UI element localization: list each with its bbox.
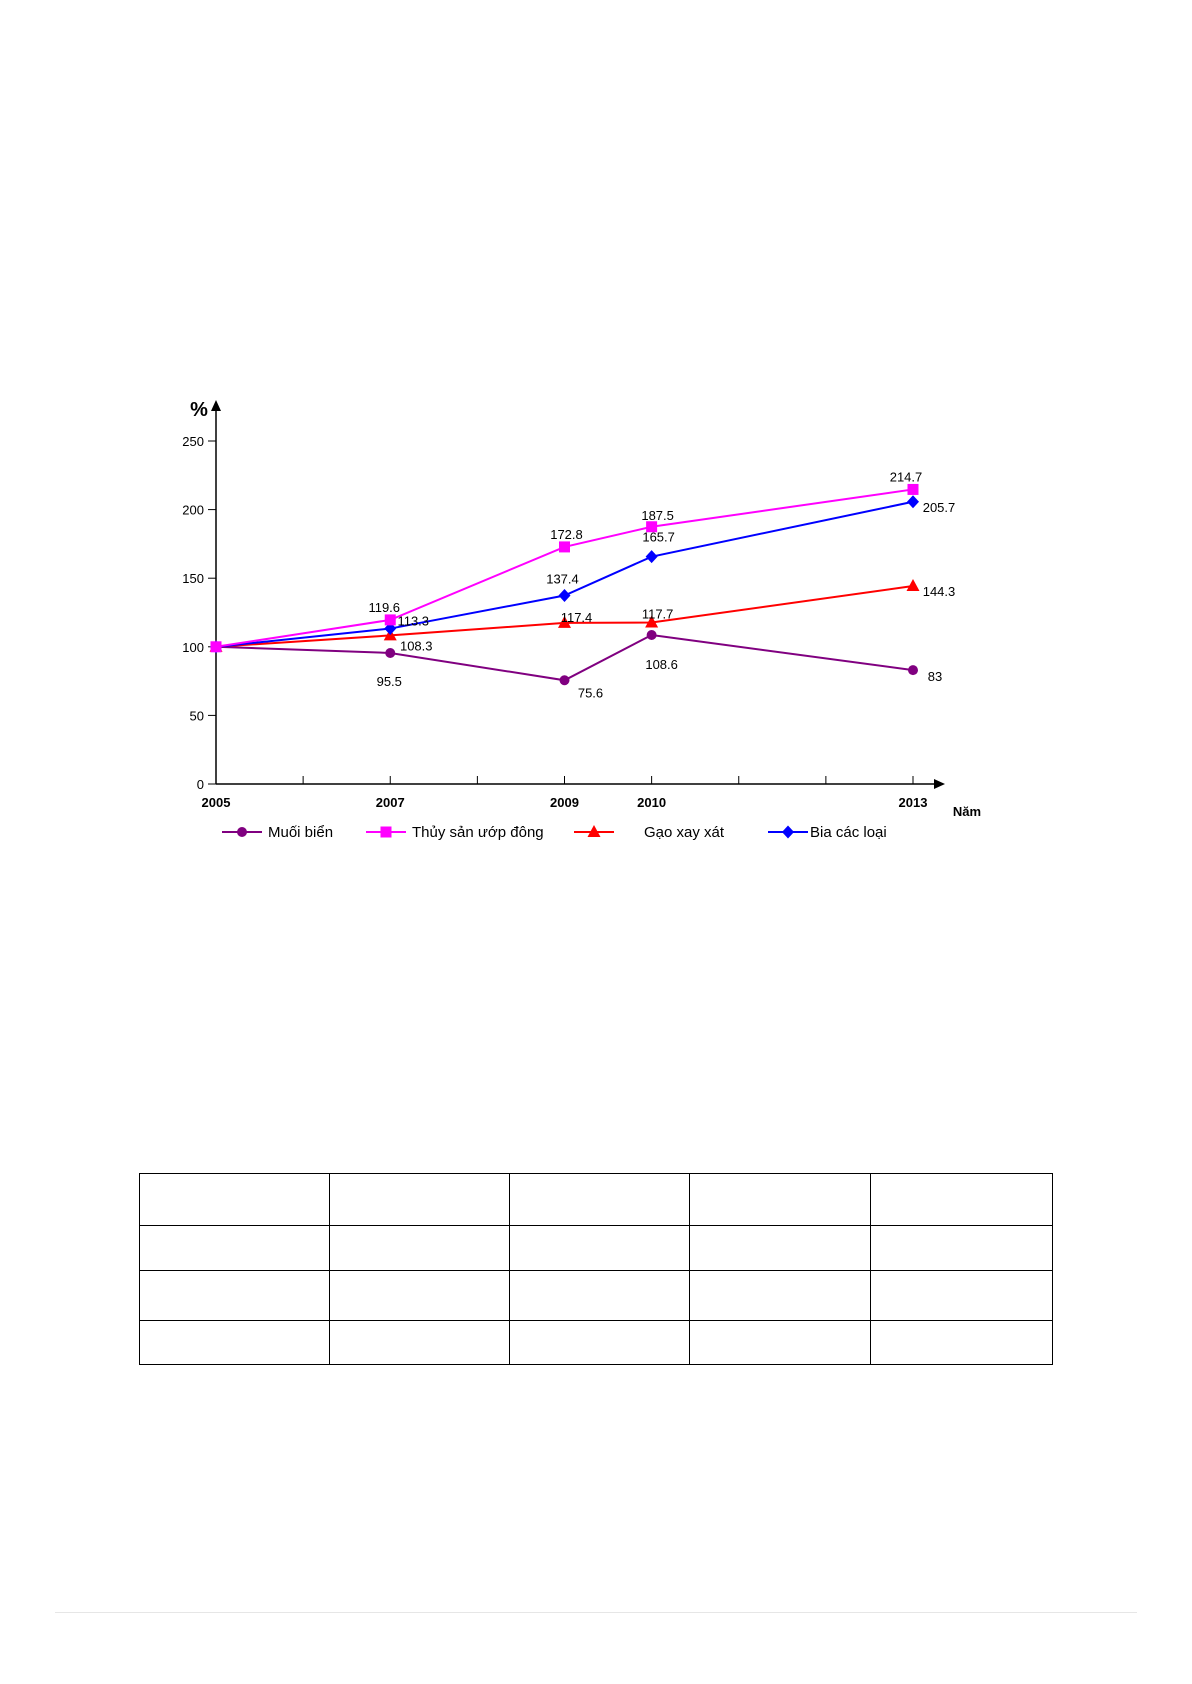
x-axis-arrow xyxy=(934,779,945,789)
data-label: 108.6 xyxy=(645,657,678,672)
x-axis-title: Năm xyxy=(953,804,981,819)
data-point xyxy=(645,615,659,628)
legend-label: Bia các loại xyxy=(810,824,887,841)
series-line xyxy=(215,633,914,682)
chart-legend: Muối biển Thủy sản ướp đông Gạo xay xát Bia… xyxy=(222,824,887,841)
data-label: 214.7 xyxy=(890,469,923,484)
y-tick-label: 0 xyxy=(197,777,204,792)
data-point xyxy=(906,579,920,592)
y-tick-label: 100 xyxy=(182,640,204,655)
data-point xyxy=(558,588,571,602)
empty-table xyxy=(139,1173,1053,1365)
chart-series xyxy=(209,483,920,686)
data-label: 205.7 xyxy=(923,500,956,515)
chart-axes: 0 50 100 150 200 250 2005 2007 2009 2010 2013% Năm xyxy=(182,399,981,819)
legend-marker xyxy=(237,827,247,837)
x-tick-label: 2005 xyxy=(202,795,231,810)
data-point xyxy=(385,647,396,658)
data-label: 95.5 xyxy=(377,674,402,689)
legend-label: Muối biển xyxy=(268,824,333,841)
legend-marker xyxy=(782,825,794,839)
data-point xyxy=(645,550,658,564)
y-tick-label: 200 xyxy=(182,503,204,518)
data-label: 117.4 xyxy=(561,610,593,625)
chart-data-labels: 95.5 75.6 108.6 83 119.6 172.8 187.5 214.7 108.3… xyxy=(368,469,955,700)
legend-marker xyxy=(587,825,601,837)
x-tick-label: 2009 xyxy=(550,795,579,810)
data-point xyxy=(384,614,396,626)
y-tick-label: 150 xyxy=(182,571,204,586)
x-tick-label: 2013 xyxy=(899,795,928,810)
data-label: 119.6 xyxy=(368,600,400,615)
legend-label: Thủy sản ướp đông xyxy=(412,824,544,841)
data-point xyxy=(558,615,571,628)
data-label: 117.7 xyxy=(642,607,674,622)
y-tick-label: 250 xyxy=(182,434,204,449)
data-label: 172.8 xyxy=(550,527,583,542)
data-point xyxy=(646,630,657,641)
data-label: 144.3 xyxy=(923,584,956,599)
data-point xyxy=(559,675,570,686)
y-tick-label: 50 xyxy=(190,708,204,723)
x-tick-label: 2007 xyxy=(376,795,405,810)
data-label: 137.4 xyxy=(546,571,579,586)
legend-marker xyxy=(380,826,392,838)
data-label: 165.7 xyxy=(642,530,675,545)
data-label: 75.6 xyxy=(578,685,603,700)
data-point xyxy=(908,665,918,676)
data-point xyxy=(907,495,919,509)
y-axis-arrow xyxy=(211,400,221,411)
data-label: 83 xyxy=(928,669,942,684)
data-label: 108.3 xyxy=(400,638,433,653)
data-point xyxy=(210,641,222,653)
data-point xyxy=(646,521,658,533)
footer-divider xyxy=(55,1612,1137,1613)
data-label: 113.3 xyxy=(397,614,429,629)
legend-label: Gạo xay xát xyxy=(644,824,725,841)
data-point xyxy=(559,541,570,553)
y-axis-title: % xyxy=(190,399,208,421)
data-point xyxy=(907,483,919,495)
x-tick-label: 2010 xyxy=(637,795,666,810)
data-label: 187.5 xyxy=(641,508,674,523)
